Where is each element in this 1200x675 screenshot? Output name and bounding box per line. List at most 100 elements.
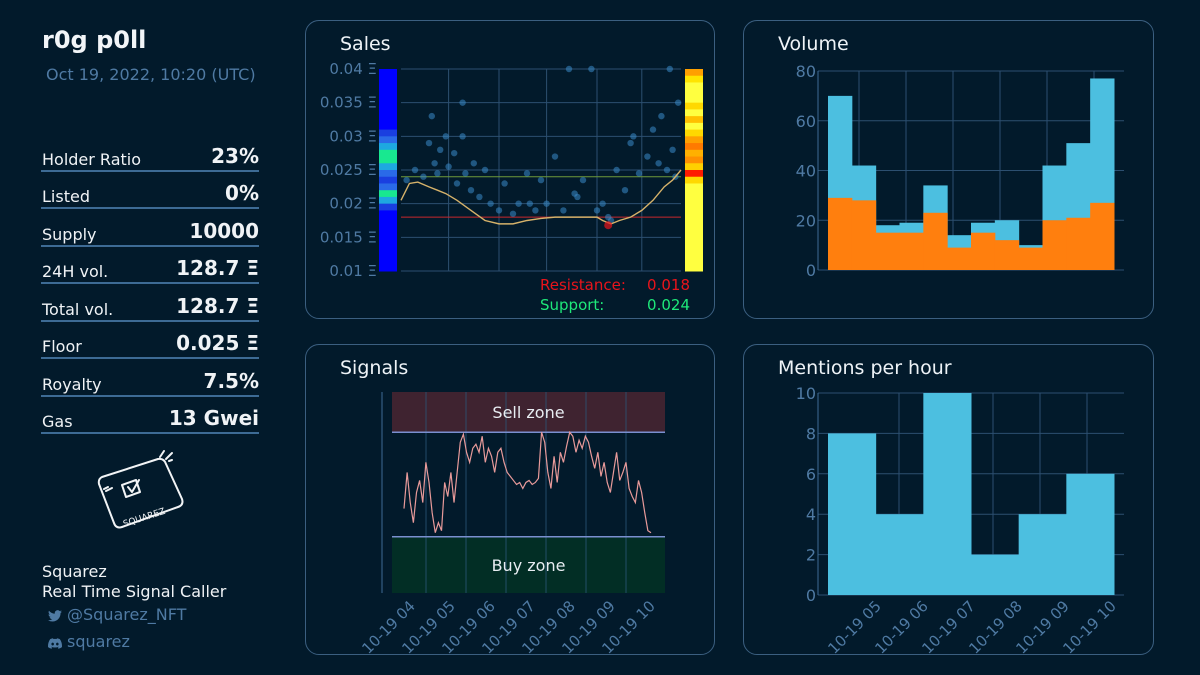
stat-row-listed: Listed 0% — [41, 172, 259, 209]
stat-value: 7.5% — [203, 368, 259, 393]
support-heat-cell — [379, 95, 397, 104]
y-tick-label: 6 — [806, 465, 816, 484]
mentions-bar — [875, 514, 924, 595]
divider — [41, 432, 259, 434]
sale-point — [445, 163, 452, 170]
y-tick-label: 10 — [796, 384, 816, 403]
sale-point — [509, 210, 517, 217]
support-heat-cell — [379, 163, 397, 171]
sale-point — [476, 193, 483, 201]
sale-point — [487, 200, 494, 207]
support-heat-cell — [379, 69, 397, 77]
twitter-link[interactable]: @Squarez_NFT — [48, 605, 186, 624]
resistance-heat-cell — [685, 244, 703, 252]
volume-panel: Volume 0 20 40 60 80 — [743, 20, 1154, 319]
support-heat-cell — [379, 143, 397, 151]
resistance-heat-cell — [685, 136, 703, 144]
sale-point — [453, 180, 461, 187]
resistance-heat-cell — [685, 69, 703, 77]
buy-zone — [392, 536, 665, 593]
resistance-heat-cell — [685, 223, 703, 232]
volume-bar-part — [899, 232, 924, 270]
support-heat-cell — [379, 149, 397, 158]
y-tick-label: 0.02 Ξ — [329, 195, 377, 213]
mentions-bar — [971, 554, 1020, 595]
support-heat-cell — [379, 176, 397, 184]
sale-point — [579, 176, 587, 184]
sale-point — [437, 146, 444, 153]
resistance-heat-cell — [685, 122, 703, 131]
stat-label: Floor — [42, 337, 82, 356]
sale-point — [481, 166, 489, 174]
resistance-heat-cell — [685, 203, 703, 211]
stat-value: 0% — [225, 181, 259, 205]
discord-link[interactable]: squarez — [48, 632, 130, 651]
sale-point — [428, 112, 435, 120]
stat-row-gas: Gas 13 Gwei — [41, 397, 259, 434]
y-tick-label: 0.01 Ξ — [329, 262, 377, 280]
sale-point — [593, 207, 601, 214]
y-tick-label: 0.04 Ξ — [329, 60, 377, 78]
sale-point — [675, 99, 682, 106]
divider — [41, 357, 259, 359]
stat-label: Royalty — [42, 374, 102, 394]
sale-point — [630, 133, 637, 140]
stat-value: 10000 — [189, 218, 259, 243]
resistance-heat-cell — [685, 129, 703, 137]
support-heat-cell — [379, 230, 397, 238]
sale-point — [442, 133, 449, 140]
resistance-heat-cell — [685, 143, 703, 151]
y-tick-label: 0 — [806, 586, 816, 605]
stat-value: 128.7 Ξ — [176, 256, 259, 280]
sale-point — [403, 176, 410, 184]
stats-list: Holder Ratio 23% Listed 0% Supply 10000 24H… — [41, 134, 259, 434]
stat-label: Listed — [42, 187, 90, 206]
support-heat-cell — [379, 102, 397, 110]
support-heat-cell — [379, 264, 397, 272]
sale-point — [434, 170, 441, 177]
sale-point — [470, 160, 477, 167]
sale-point — [459, 99, 466, 106]
support-heat-cell — [379, 136, 397, 144]
y-tick-label: 0 — [806, 261, 816, 280]
sale-point — [551, 153, 559, 160]
y-tick-label: 0.015 Ξ — [320, 228, 377, 246]
y-tick-label: 0.035 Ξ — [320, 94, 377, 112]
floor-marker — [604, 221, 613, 230]
divider — [41, 319, 259, 322]
sale-point — [669, 146, 676, 153]
sale-point — [627, 139, 634, 147]
divider — [41, 207, 259, 209]
volume-bar-part — [1090, 202, 1115, 270]
sale-point — [462, 170, 469, 177]
support-heat-cell — [379, 89, 397, 97]
support-heat-cell — [379, 257, 397, 265]
volume-chart: 0 20 40 60 80 — [796, 62, 1124, 280]
support-heat-cell — [379, 156, 397, 164]
sale-point — [560, 207, 567, 214]
sales-chart: 0.04 Ξ 0.035 Ξ 0.03 Ξ 0.025 Ξ 0.02 Ξ 0.015 Ξ 0… — [320, 60, 703, 314]
support-heat-cell — [379, 129, 397, 137]
brand-name: Squarez — [42, 562, 107, 581]
stat-label: Total vol. — [42, 299, 114, 319]
support-heat-cell — [379, 217, 397, 225]
resistance-heat-cell — [685, 183, 703, 191]
y-tick-label: 2 — [806, 546, 816, 565]
support-heat-cell — [379, 190, 397, 198]
sale-point — [495, 207, 503, 214]
divider — [41, 169, 259, 172]
resistance-heat-cell — [685, 217, 703, 225]
sale-point — [537, 176, 545, 184]
volume-bar-part — [851, 200, 877, 270]
support-heat-cell — [379, 75, 397, 83]
sale-point — [655, 160, 662, 167]
resistance-heat-cell — [685, 82, 703, 90]
resistance-heat-cell — [685, 176, 703, 184]
volume-bar-part — [994, 240, 1020, 270]
stat-value: 128.7 Ξ — [176, 293, 259, 318]
resistance-heat-cell — [685, 95, 703, 104]
mentions-bar — [1066, 473, 1115, 595]
brand-block: Squarez Real Time Signal Caller — [42, 562, 226, 602]
sale-point — [621, 187, 629, 194]
